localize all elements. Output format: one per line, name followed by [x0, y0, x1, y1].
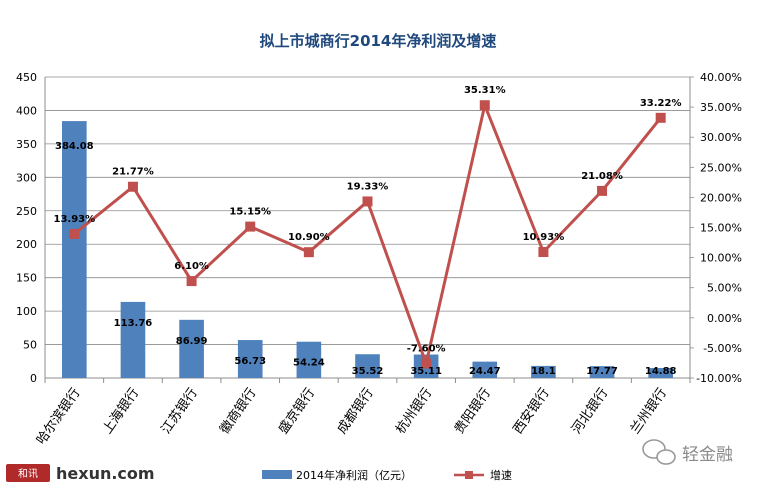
line-marker: [655, 112, 666, 123]
line-data-label: 15.15%: [229, 207, 271, 218]
bar-data-labels: 384.08 113.76 86.99 56.73 54.24 35.52 35.11 24.…: [55, 141, 677, 377]
bar: [472, 361, 498, 378]
bar: [589, 366, 615, 378]
right-axis-ticks: -10.00% -5.00% 0.00% 5.00% 10.00% 15.00% 20.00…: [690, 71, 742, 385]
bar: [355, 354, 380, 378]
right-tick-label: 40.00%: [700, 71, 742, 84]
line-data-label: 21.08%: [581, 171, 623, 182]
bar: [120, 301, 146, 378]
legend-swatch-bar: [262, 470, 292, 479]
right-tick-label: 25.00%: [700, 161, 742, 174]
line-marker: [362, 196, 373, 207]
wechat-watermark: 轻金融: [642, 439, 733, 465]
bar-data-label: 54.24: [293, 358, 325, 369]
category-label: 河北银行: [569, 386, 611, 437]
line-data-label: 10.90%: [288, 232, 330, 243]
category-label: 上海银行: [100, 386, 142, 437]
line-series: [69, 100, 666, 369]
line-marker: [245, 221, 256, 232]
bar-data-label: 86.99: [176, 336, 208, 347]
source-watermark: 和讯 hexun.com: [6, 464, 155, 483]
category-label: 徽商银行: [217, 386, 259, 437]
legend: 2014年净利润（亿元） 增速: [262, 468, 512, 482]
line-data-label: 21.77%: [112, 167, 154, 178]
source-logo-text: 和讯: [18, 468, 38, 480]
right-tick-label: 35.00%: [700, 101, 742, 114]
category-label: 哈尔滨银行: [33, 385, 83, 447]
right-tick-label: 10.00%: [700, 252, 742, 265]
line-marker: [127, 181, 138, 192]
legend-label-line: 增速: [490, 468, 512, 482]
category-label: 贵阳银行: [452, 386, 494, 437]
bar: [296, 341, 322, 378]
source-site-text: hexun.com: [56, 464, 155, 483]
bar: [237, 340, 263, 378]
right-tick-label: 15.00%: [700, 222, 742, 235]
category-label: 兰州银行: [628, 386, 670, 437]
bar-data-label: 18.1: [531, 366, 556, 377]
line-marker: [186, 276, 197, 287]
right-tick-label: 5.00%: [707, 282, 742, 295]
category-label: 杭州银行: [393, 386, 435, 437]
right-tick-label: 20.00%: [700, 191, 742, 204]
right-tick-label: 30.00%: [700, 131, 742, 144]
bar-data-label: 14.88: [645, 366, 677, 377]
bar: [531, 365, 556, 378]
left-tick-label: 0: [30, 372, 37, 385]
right-tick-label: -10.00%: [696, 372, 742, 385]
right-tick-label: 0.00%: [707, 312, 742, 325]
bar: [648, 368, 673, 378]
bar-data-label: 17.77: [586, 366, 618, 377]
bar-data-label: 24.47: [469, 366, 501, 377]
wechat-icon: [642, 439, 676, 465]
line-marker: [538, 247, 549, 258]
left-tick-label: 400: [16, 104, 37, 117]
bar-series: [62, 121, 673, 379]
legend-swatch-marker: [465, 471, 473, 479]
line-marker: [597, 185, 608, 196]
left-tick-label: 200: [16, 238, 37, 251]
left-tick-label: 300: [16, 171, 37, 184]
left-tick-label: 50: [23, 339, 37, 352]
line-data-label: 6.10%: [174, 261, 209, 272]
legend-label-bar: 2014年净利润（亿元）: [296, 468, 412, 482]
bar-data-label: 35.11: [410, 366, 442, 377]
bar-data-label: 35.52: [352, 366, 384, 377]
line-data-label: 13.93%: [53, 214, 95, 225]
left-tick-label: 250: [16, 205, 37, 218]
wechat-account-name: 轻金融: [682, 445, 733, 465]
line-data-label: 10.93%: [523, 232, 565, 243]
bar-data-label: 56.73: [234, 356, 266, 367]
category-label: 西安银行: [511, 386, 553, 437]
left-tick-label: 100: [16, 305, 37, 318]
category-label: 盛京银行: [276, 386, 318, 437]
category-label: 成都银行: [335, 386, 377, 437]
bar: [179, 319, 204, 378]
line-marker: [421, 358, 432, 369]
line-data-label: 33.22%: [640, 98, 682, 109]
bar-data-label: 113.76: [114, 318, 153, 329]
left-tick-label: 350: [16, 138, 37, 151]
line-marker: [303, 247, 314, 258]
left-tick-label: 450: [16, 71, 37, 84]
left-tick-label: 150: [16, 272, 37, 285]
line-data-labels: 13.93% 21.77% 6.10% 15.15% 10.90% 19.33% -7.60…: [53, 85, 681, 354]
line-data-label: 19.33%: [347, 181, 389, 192]
chart-title: 拟上市城商行2014年净利润及增速: [260, 32, 497, 50]
category-labels: 哈尔滨银行 上海银行 江苏银行 徽商银行 盛京银行 成都银行 杭州银行 贵阳银行 西安银行 河北银…: [33, 385, 670, 447]
line-marker: [479, 100, 490, 111]
source-logo-badge: [6, 464, 50, 482]
line-marker: [69, 228, 80, 239]
left-axis-ticks: 0 50 100 150 200 250 300 350 400 450: [16, 71, 37, 385]
right-tick-label: -5.00%: [703, 342, 742, 355]
bar-data-label: 384.08: [55, 141, 94, 152]
bar: [62, 121, 87, 379]
gridlines: [45, 76, 690, 345]
category-label: 江苏银行: [158, 385, 201, 437]
line-data-label: -7.60%: [407, 344, 446, 355]
line-data-label: 35.31%: [464, 85, 506, 96]
